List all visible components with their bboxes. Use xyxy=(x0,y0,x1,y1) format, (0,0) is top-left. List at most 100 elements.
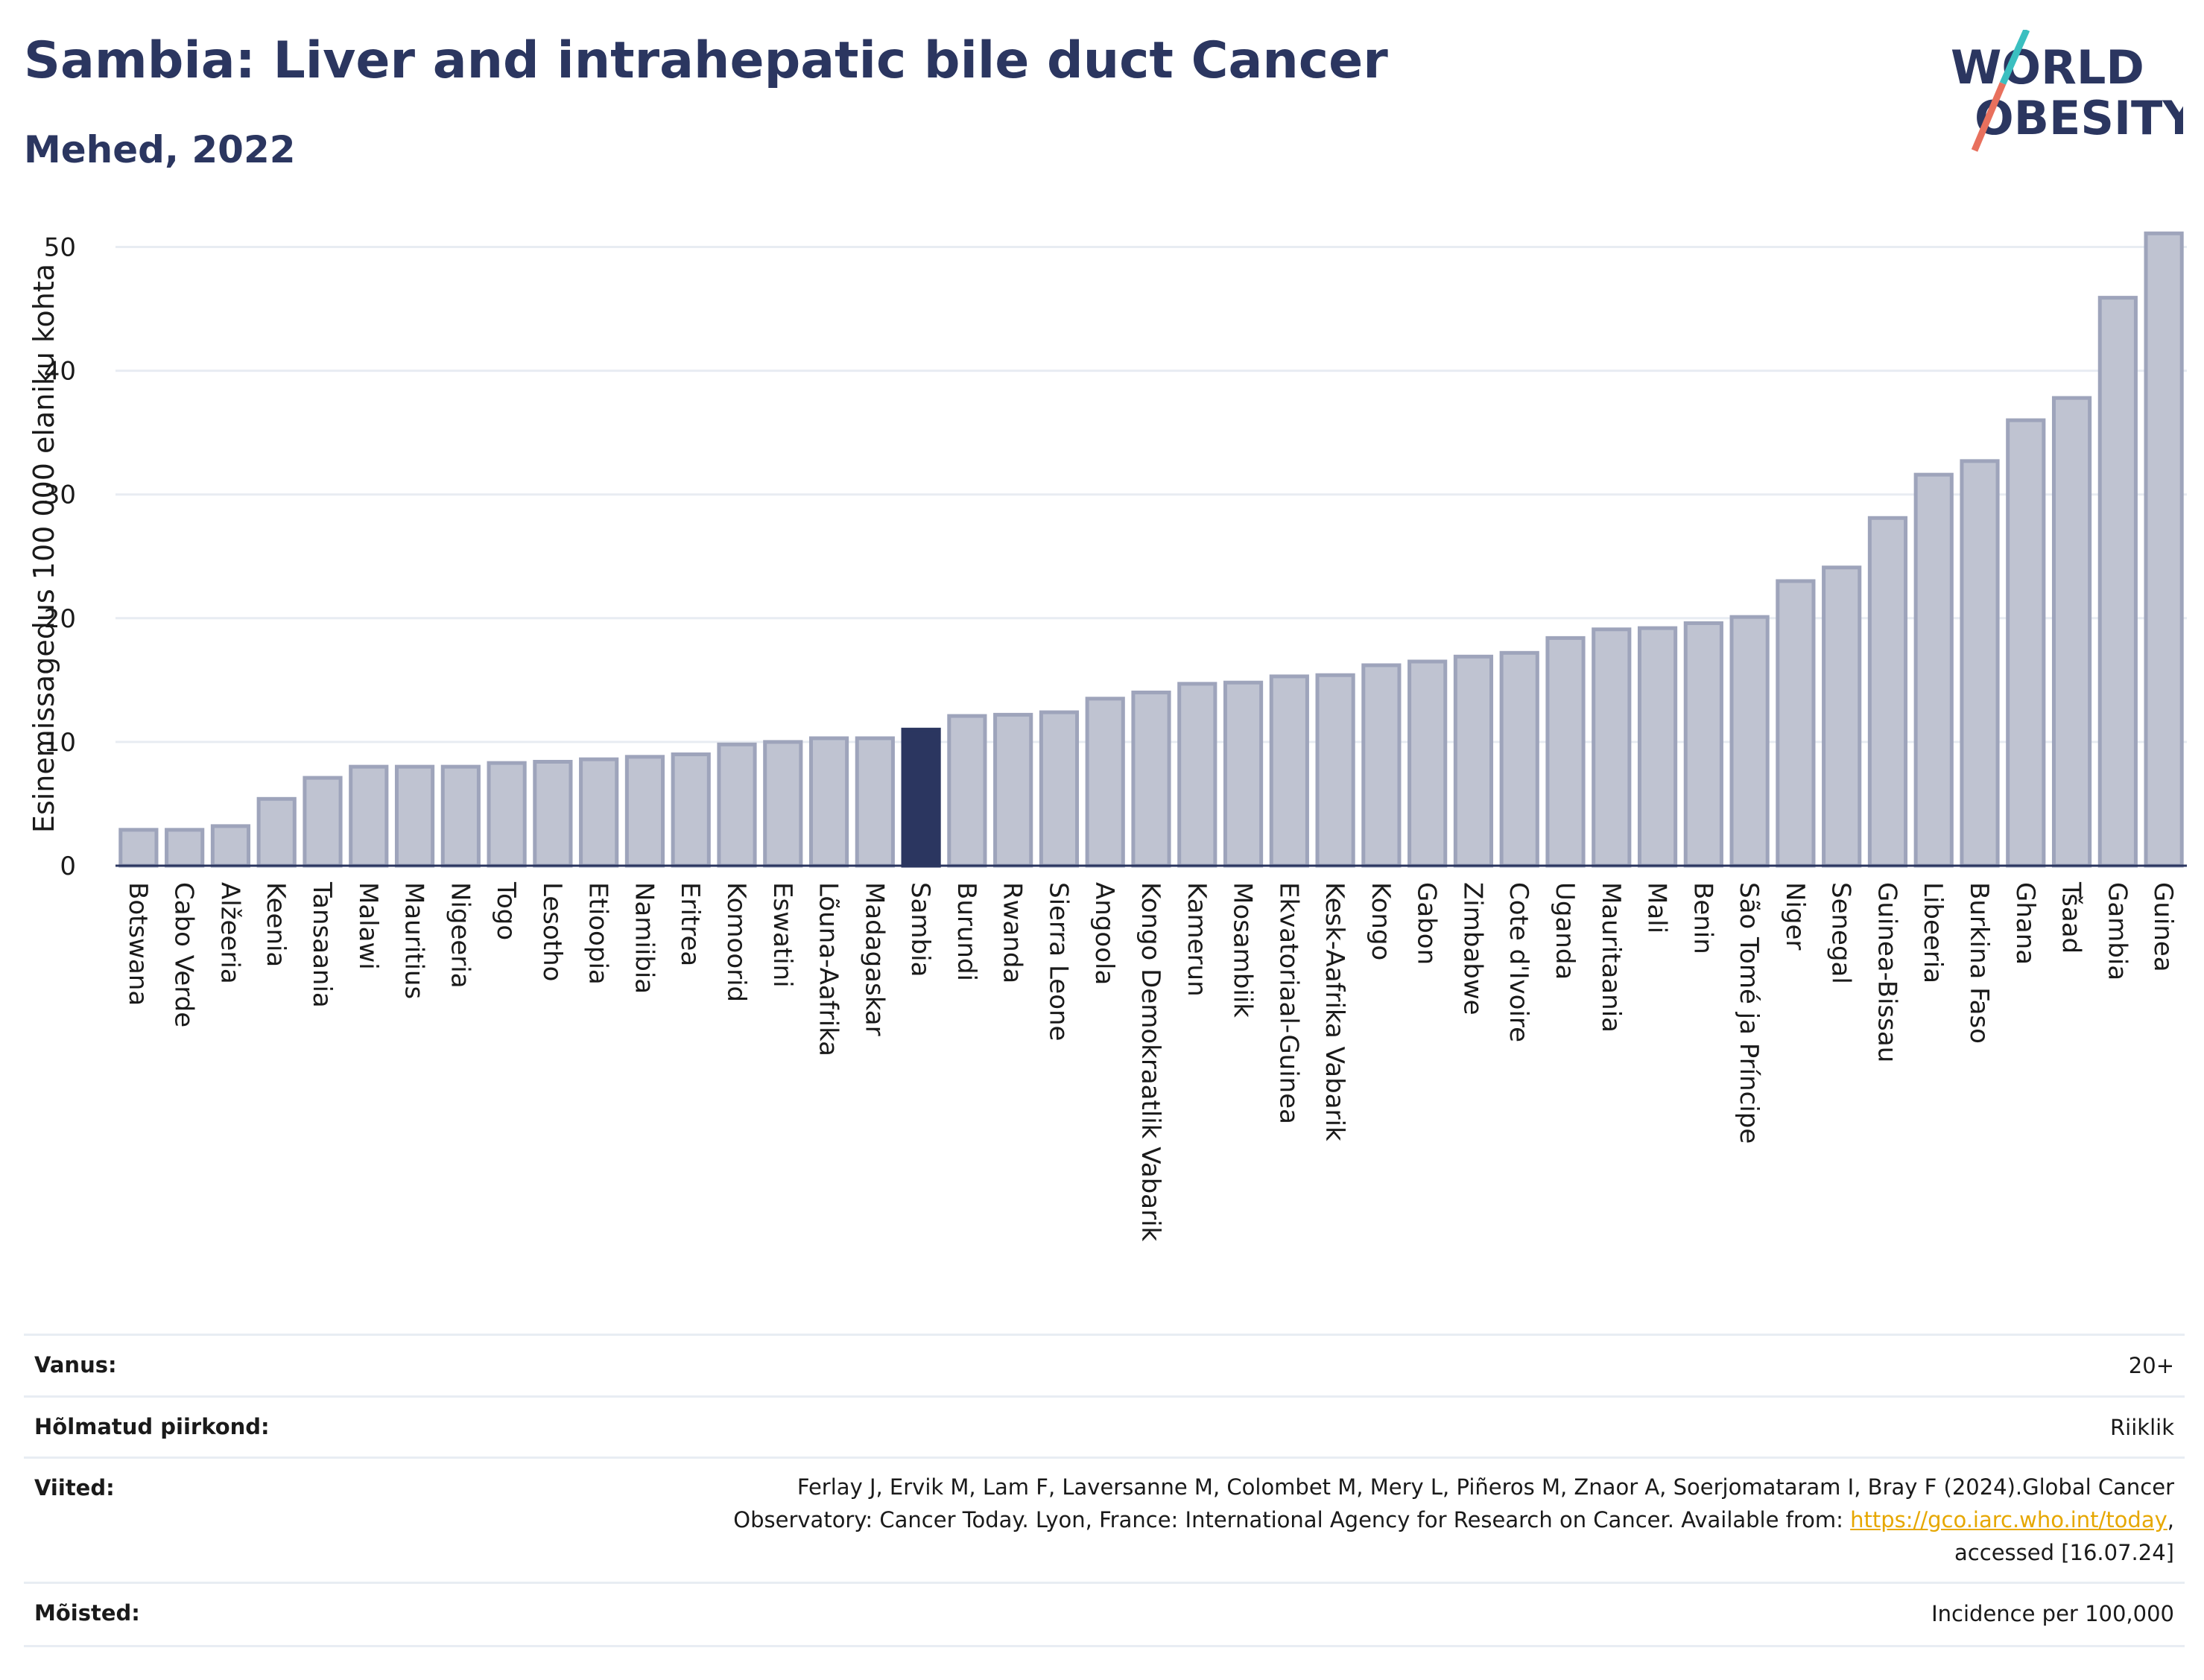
x-tick-label: Komoorid xyxy=(721,882,751,1002)
x-tick-label: Kongo Demokraatlik Vabarik xyxy=(1136,882,1165,1242)
bar-guinea xyxy=(2144,231,2184,868)
bar-rwanda xyxy=(993,712,1033,868)
bar-namiibia xyxy=(624,755,665,868)
bar-ekvatoriaal-guinea xyxy=(1269,674,1309,868)
bar-kongo-demokraatlik-vabarik xyxy=(1131,690,1171,868)
logo-slash-coral xyxy=(1971,82,2007,152)
meta-row-definitions: Mõisted: Incidence per 100,000 xyxy=(24,1582,2185,1647)
bar-kesk-aafrika-vabarik xyxy=(1315,673,1355,868)
x-tick-label: Guinea xyxy=(2148,882,2178,972)
x-tick-label: Burkina Faso xyxy=(1964,882,1994,1044)
x-tick-label: Sierra Leone xyxy=(1043,882,1073,1041)
x-tick-label: Senegal xyxy=(1826,882,1856,984)
logo-slash-teal xyxy=(1999,30,2030,85)
bar-gambia xyxy=(2097,296,2138,868)
chart-title: Sambia: Liver and intrahepatic bile duct… xyxy=(24,31,1388,90)
chart-subtitle: Mehed, 2022 xyxy=(24,128,296,171)
bar-al-eeria xyxy=(210,824,251,868)
x-tick-label: Ekvatoriaal-Guinea xyxy=(1273,882,1303,1124)
meta-row-age: Vanus: 20+ xyxy=(24,1334,2185,1395)
bar-benin xyxy=(1683,621,1723,868)
x-tick-label: Tšaad xyxy=(2056,881,2086,954)
bar-kongo xyxy=(1361,663,1402,868)
region-value: Riiklik xyxy=(2110,1415,2174,1440)
references-line3: accessed [16.07.24] xyxy=(1954,1540,2174,1565)
bar-angoola xyxy=(1085,697,1125,868)
references-line2: Observatory: Cancer Today. Lyon, France:… xyxy=(733,1503,2174,1536)
bar-sierra-leone xyxy=(1039,710,1080,868)
y-axis-label: Esinemissagedus 100 000 elaniku kohta xyxy=(28,264,60,833)
bar-l-una-aafrika xyxy=(808,736,849,868)
y-tick-label: 0 xyxy=(60,852,76,881)
x-tick-label: Gabon xyxy=(1412,882,1442,965)
x-tick-label: Guinea-Bissau xyxy=(1872,882,1901,1062)
bar-guinea-bissau xyxy=(1867,516,1908,868)
bar-uganda xyxy=(1545,635,1586,868)
bar-togo xyxy=(487,761,527,868)
x-tick-label: Keenia xyxy=(261,882,291,967)
bar-s-o-tom-ja-pr-ncipe xyxy=(1729,615,1770,868)
meta-row-references: Viited: Ferlay J, Ervik M, Lam F, Lavers… xyxy=(24,1456,2185,1582)
definitions-label: Mõisted: xyxy=(34,1600,140,1626)
bar-madagaskar xyxy=(855,736,895,868)
x-tick-label: Benin xyxy=(1688,882,1717,954)
bar-zimbabwe xyxy=(1453,654,1494,868)
bar-mauritius xyxy=(394,764,435,868)
logo-line1: WORLD xyxy=(1951,40,2144,95)
bar-cote-d-ivoire xyxy=(1499,650,1539,868)
x-tick-label: Lesotho xyxy=(537,882,567,981)
x-tick-label: Kamerun xyxy=(1182,882,1212,997)
x-tick-label: Rwanda xyxy=(998,882,1027,983)
x-tick-label: Alžeeria xyxy=(215,882,244,984)
x-tick-label: Libeeria xyxy=(1918,882,1948,983)
bar-burundi xyxy=(947,714,987,868)
bar-lesotho xyxy=(533,759,573,868)
x-tick-label: Niger xyxy=(1780,882,1810,950)
bar-malawi xyxy=(349,764,389,868)
x-tick-label: Burundi xyxy=(951,882,981,981)
x-tick-label: Zimbabwe xyxy=(1457,882,1487,1015)
x-tick-label: Kesk-Aafrika Vabarik xyxy=(1320,882,1349,1141)
x-tick-label: Mauritaania xyxy=(1596,882,1626,1033)
y-tick-label: 40 xyxy=(44,357,76,387)
definitions-value: Incidence per 100,000 xyxy=(1931,1601,2174,1626)
x-tick-label: Etioopia xyxy=(583,882,613,985)
references-value: Ferlay J, Ervik M, Lam F, Laversanne M, … xyxy=(733,1471,2174,1569)
y-tick-label: 30 xyxy=(44,481,76,510)
bar-nigeeria xyxy=(440,764,481,868)
x-tick-label: Mosambiik xyxy=(1228,882,1258,1018)
bar-sambia xyxy=(901,727,941,868)
x-tick-label: Mali xyxy=(1642,882,1672,933)
y-axis-ticks: 0 10 20 30 40 50 xyxy=(44,233,76,881)
bar-t-aad xyxy=(2051,396,2092,868)
x-tick-label: Lõuna-Aafrika xyxy=(814,882,843,1056)
bar-eritrea xyxy=(671,752,711,868)
region-label: Hõlmatud piirkond: xyxy=(34,1414,270,1439)
references-link[interactable]: https://gco.iarc.who.int/today xyxy=(1850,1507,2167,1532)
x-tick-label: Botswana xyxy=(123,882,153,1006)
logo-line2: OBESITY xyxy=(1975,91,2183,145)
bar-keenia xyxy=(256,796,297,868)
bar-komoorid xyxy=(717,742,757,868)
x-tick-label: São Tomé ja Príncipe xyxy=(1734,882,1764,1144)
x-tick-label: Madagaskar xyxy=(859,882,889,1036)
bar-mali xyxy=(1637,626,1678,868)
bar-mosambiik xyxy=(1223,680,1264,868)
bars xyxy=(118,231,2184,868)
y-tick-label: 10 xyxy=(44,728,76,758)
x-tick-label: Cabo Verde xyxy=(169,882,199,1027)
x-tick-label: Angoola xyxy=(1089,882,1119,985)
x-tick-label: Namiibia xyxy=(629,882,659,994)
x-tick-label: Nigeeria xyxy=(445,882,475,989)
x-tick-label: Ghana xyxy=(2010,882,2040,965)
bar-burkina-faso xyxy=(1960,459,2000,868)
bar-kamerun xyxy=(1177,682,1217,868)
references-label: Viited: xyxy=(34,1475,115,1500)
age-value: 20+ xyxy=(2128,1353,2174,1378)
bar-eswatini xyxy=(763,740,803,868)
x-tick-label: Sambia xyxy=(905,882,935,977)
x-tick-label: Mauritius xyxy=(399,882,429,999)
x-tick-label: Malawi xyxy=(353,882,383,970)
x-tick-label: Togo xyxy=(491,881,521,940)
x-tick-label: Kongo xyxy=(1366,882,1396,960)
